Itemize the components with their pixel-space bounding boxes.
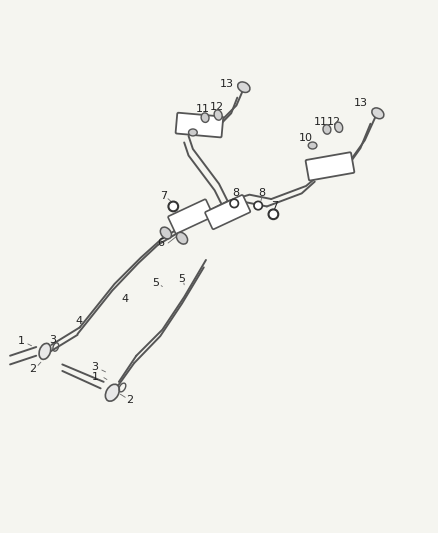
Text: 12: 12 — [326, 117, 340, 127]
Text: 1: 1 — [92, 372, 99, 382]
FancyBboxPatch shape — [168, 199, 213, 233]
Circle shape — [270, 211, 276, 217]
Ellipse shape — [323, 125, 331, 134]
Text: 7: 7 — [271, 201, 278, 212]
Text: 5: 5 — [152, 278, 159, 288]
Text: 8: 8 — [258, 188, 265, 198]
Circle shape — [170, 203, 177, 209]
Ellipse shape — [238, 82, 250, 92]
Ellipse shape — [177, 232, 187, 244]
Text: 6: 6 — [157, 238, 164, 247]
FancyBboxPatch shape — [205, 195, 250, 229]
Text: 11: 11 — [314, 117, 328, 127]
Text: 3: 3 — [49, 335, 56, 345]
Text: 12: 12 — [210, 102, 224, 112]
FancyBboxPatch shape — [176, 113, 223, 138]
Text: 2: 2 — [126, 395, 133, 405]
Ellipse shape — [214, 110, 222, 120]
Ellipse shape — [201, 113, 209, 123]
Ellipse shape — [335, 122, 343, 132]
Circle shape — [254, 201, 262, 210]
Text: 5: 5 — [179, 274, 186, 284]
Text: 2: 2 — [29, 364, 36, 374]
Text: 3: 3 — [92, 362, 99, 373]
Ellipse shape — [308, 142, 317, 149]
Circle shape — [168, 201, 179, 212]
Text: 10: 10 — [180, 119, 194, 130]
Text: 4: 4 — [75, 316, 82, 326]
FancyBboxPatch shape — [306, 152, 354, 181]
Text: 7: 7 — [160, 191, 167, 201]
Text: 13: 13 — [353, 98, 367, 108]
Text: 13: 13 — [219, 79, 233, 88]
Circle shape — [230, 199, 239, 208]
Circle shape — [255, 203, 261, 208]
Circle shape — [232, 201, 237, 206]
Ellipse shape — [188, 129, 197, 136]
Ellipse shape — [372, 108, 384, 119]
Ellipse shape — [39, 343, 51, 359]
Text: 10: 10 — [299, 133, 313, 143]
Text: 11: 11 — [195, 104, 209, 114]
Text: 4: 4 — [122, 294, 129, 304]
Ellipse shape — [106, 384, 119, 401]
Text: 8: 8 — [232, 188, 239, 198]
Ellipse shape — [160, 227, 171, 239]
Circle shape — [268, 209, 279, 220]
Text: 1: 1 — [18, 336, 25, 346]
